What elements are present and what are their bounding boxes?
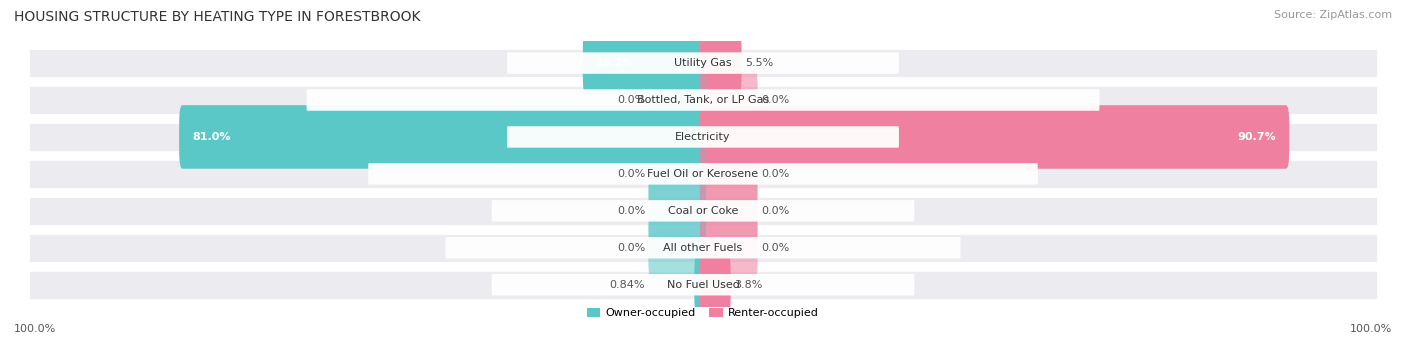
FancyBboxPatch shape: [700, 105, 1289, 169]
Text: 5.5%: 5.5%: [745, 58, 773, 68]
Text: 100.0%: 100.0%: [14, 324, 56, 334]
Text: 0.0%: 0.0%: [761, 243, 789, 253]
FancyBboxPatch shape: [179, 105, 706, 169]
Text: Fuel Oil or Kerosene: Fuel Oil or Kerosene: [647, 169, 759, 179]
Text: 0.84%: 0.84%: [610, 280, 645, 290]
Text: 0.0%: 0.0%: [617, 243, 645, 253]
Text: 81.0%: 81.0%: [193, 132, 231, 142]
Text: 90.7%: 90.7%: [1237, 132, 1277, 142]
FancyBboxPatch shape: [508, 53, 898, 74]
FancyBboxPatch shape: [700, 142, 758, 206]
Bar: [28, 233, 1378, 263]
Text: 0.0%: 0.0%: [617, 169, 645, 179]
Text: 100.0%: 100.0%: [1350, 324, 1392, 334]
FancyBboxPatch shape: [648, 142, 706, 206]
Text: 0.0%: 0.0%: [761, 206, 789, 216]
FancyBboxPatch shape: [700, 253, 731, 316]
Text: HOUSING STRUCTURE BY HEATING TYPE IN FORESTBROOK: HOUSING STRUCTURE BY HEATING TYPE IN FOR…: [14, 10, 420, 24]
Bar: [28, 270, 1378, 299]
Text: Coal or Coke: Coal or Coke: [668, 206, 738, 216]
Text: No Fuel Used: No Fuel Used: [666, 280, 740, 290]
Text: All other Fuels: All other Fuels: [664, 243, 742, 253]
FancyBboxPatch shape: [700, 216, 758, 280]
Text: 0.0%: 0.0%: [617, 206, 645, 216]
Text: Electricity: Electricity: [675, 132, 731, 142]
FancyBboxPatch shape: [648, 216, 706, 280]
FancyBboxPatch shape: [492, 274, 914, 295]
FancyBboxPatch shape: [307, 89, 1099, 111]
Text: Bottled, Tank, or LP Gas: Bottled, Tank, or LP Gas: [637, 95, 769, 105]
Text: 0.0%: 0.0%: [761, 95, 789, 105]
Bar: [28, 196, 1378, 226]
Text: 18.2%: 18.2%: [596, 58, 634, 68]
FancyBboxPatch shape: [583, 31, 706, 95]
Text: Source: ZipAtlas.com: Source: ZipAtlas.com: [1274, 10, 1392, 20]
Bar: [28, 85, 1378, 115]
Text: 0.0%: 0.0%: [761, 169, 789, 179]
FancyBboxPatch shape: [446, 237, 960, 258]
Bar: [28, 159, 1378, 189]
FancyBboxPatch shape: [648, 68, 706, 132]
FancyBboxPatch shape: [492, 200, 914, 222]
FancyBboxPatch shape: [700, 31, 741, 95]
FancyBboxPatch shape: [648, 179, 706, 243]
FancyBboxPatch shape: [700, 179, 758, 243]
FancyBboxPatch shape: [700, 68, 758, 132]
Text: 3.8%: 3.8%: [734, 280, 762, 290]
FancyBboxPatch shape: [695, 253, 706, 316]
Bar: [28, 48, 1378, 78]
Bar: [28, 122, 1378, 152]
FancyBboxPatch shape: [508, 126, 898, 148]
Legend: Owner-occupied, Renter-occupied: Owner-occupied, Renter-occupied: [582, 303, 824, 323]
Text: Utility Gas: Utility Gas: [675, 58, 731, 68]
FancyBboxPatch shape: [368, 163, 1038, 184]
Text: 0.0%: 0.0%: [617, 95, 645, 105]
